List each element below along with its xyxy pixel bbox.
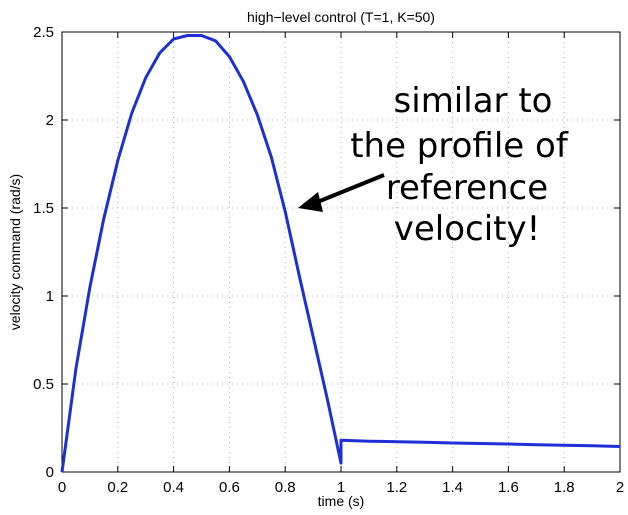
data-point <box>89 286 91 288</box>
data-point <box>340 439 342 441</box>
data-point <box>619 445 621 448</box>
x-tick-label: 0.4 <box>163 479 184 496</box>
x-tick-label: 0 <box>58 479 66 496</box>
grid <box>62 32 620 472</box>
y-tick-label: 1 <box>46 288 54 305</box>
data-point <box>535 444 537 446</box>
y-tick-labels: 0 0.5 1 1.5 2 2.5 <box>33 24 54 481</box>
annotation-arrowhead <box>298 192 323 212</box>
y-axis-label: velocity command (rad/s) <box>7 174 23 330</box>
data-point <box>173 38 175 40</box>
data-point <box>187 34 189 37</box>
data-point <box>75 367 77 369</box>
data-point <box>228 56 230 58</box>
y-tick-label: 1.5 <box>33 200 54 217</box>
data-point <box>507 443 509 445</box>
data-point <box>396 441 398 443</box>
data-point <box>326 397 328 399</box>
x-tick-label: 1.6 <box>498 479 519 496</box>
x-tick-label: 1.2 <box>386 479 407 496</box>
data-point <box>479 442 482 445</box>
data-point <box>340 462 342 464</box>
annotation-line-1: similar to <box>394 81 553 121</box>
x-tick-labels: 0 0.2 0.4 0.6 0.8 1 1.2 1.4 1.6 1.8 2 <box>58 479 624 496</box>
x-tick-label: 2 <box>616 479 624 496</box>
y-tick-label: 2 <box>46 112 54 129</box>
annotation-line-4: velocity! <box>394 209 541 249</box>
data-point <box>200 34 203 37</box>
annotation-line-2: the profile of <box>350 126 569 166</box>
annotation-line-3: reference <box>386 168 548 208</box>
data-point <box>563 444 565 446</box>
y-tick-label: 0.5 <box>33 376 54 393</box>
x-tick-label: 0.2 <box>107 479 128 496</box>
ticks <box>61 31 621 473</box>
data-point <box>298 274 300 276</box>
y-tick-label: 2.5 <box>33 24 54 41</box>
chart-title: high−level control (T=1, K=50) <box>247 9 435 25</box>
data-point <box>368 440 370 442</box>
annotation-arrow-shaft <box>314 173 385 205</box>
series-line <box>60 34 621 473</box>
data-point <box>61 471 63 473</box>
data-point <box>131 112 133 114</box>
data-point <box>117 159 119 162</box>
x-tick-label: 0.6 <box>219 479 240 496</box>
data-point <box>103 218 105 220</box>
data-point <box>159 52 161 54</box>
data-point <box>284 210 286 213</box>
series-layer <box>60 34 621 473</box>
data-point <box>591 445 593 447</box>
data-point <box>242 80 244 82</box>
data-point <box>145 77 147 79</box>
x-tick-label: 1.4 <box>442 479 463 496</box>
x-axis-label: time (s) <box>318 493 365 509</box>
annotation: similar to the profile of reference velo… <box>298 81 569 249</box>
x-tick-label: 0.8 <box>275 479 296 496</box>
data-point <box>452 442 454 444</box>
x-tick-label: 1 <box>337 479 345 496</box>
x-tick-label: 1.8 <box>554 479 575 496</box>
data-point <box>256 114 258 116</box>
y-tick-label: 0 <box>46 464 54 481</box>
data-point <box>424 441 426 443</box>
data-point <box>270 156 272 158</box>
data-point <box>214 40 217 42</box>
data-point <box>312 335 314 338</box>
